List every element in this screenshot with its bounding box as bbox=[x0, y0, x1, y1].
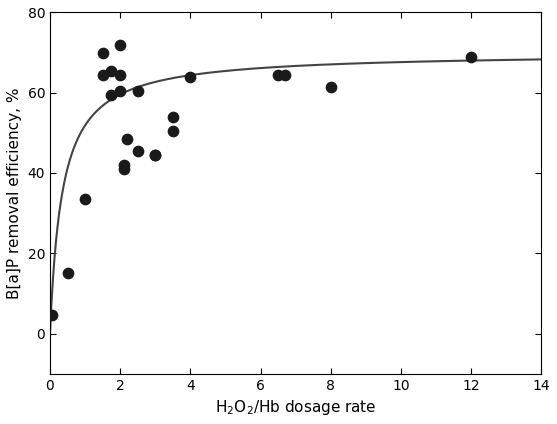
Point bbox=[116, 87, 125, 94]
Point bbox=[151, 151, 160, 158]
Point bbox=[467, 53, 476, 60]
Point bbox=[116, 41, 125, 48]
Point bbox=[81, 195, 90, 202]
Point bbox=[63, 270, 72, 277]
Point bbox=[119, 162, 128, 168]
Point bbox=[107, 91, 116, 98]
Point bbox=[326, 83, 335, 90]
Point bbox=[133, 87, 142, 94]
Point bbox=[98, 71, 107, 78]
Point bbox=[98, 49, 107, 56]
Point bbox=[273, 71, 282, 78]
Point bbox=[133, 148, 142, 154]
Point bbox=[123, 136, 131, 142]
Point bbox=[116, 71, 125, 78]
Point bbox=[47, 312, 56, 319]
Point bbox=[107, 67, 116, 74]
Point bbox=[119, 165, 128, 172]
Point bbox=[151, 151, 160, 158]
Point bbox=[186, 73, 195, 80]
Point bbox=[168, 113, 177, 120]
Y-axis label: B[a]P removal efficiency, %: B[a]P removal efficiency, % bbox=[7, 87, 22, 299]
Point bbox=[168, 128, 177, 134]
X-axis label: H$_2$O$_2$/Hb dosage rate: H$_2$O$_2$/Hb dosage rate bbox=[215, 398, 377, 417]
Point bbox=[281, 71, 290, 78]
